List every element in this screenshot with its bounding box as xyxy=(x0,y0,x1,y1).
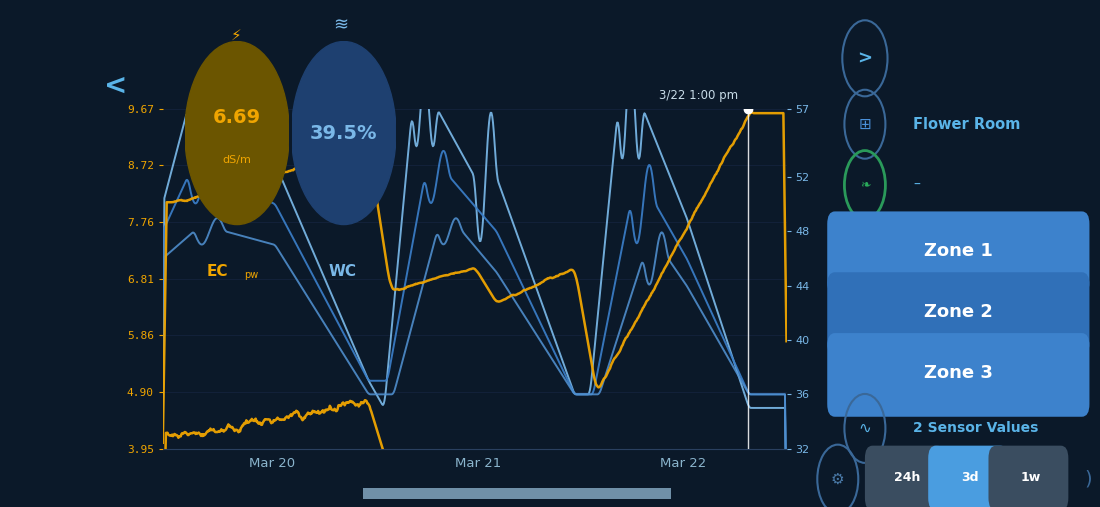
Text: ): ) xyxy=(1085,469,1092,489)
FancyBboxPatch shape xyxy=(827,272,1089,356)
Text: <: < xyxy=(103,72,128,100)
Ellipse shape xyxy=(185,42,289,225)
Text: pw: pw xyxy=(244,270,258,280)
Text: 24h: 24h xyxy=(894,471,921,484)
Text: WC: WC xyxy=(328,264,356,279)
Text: EC: EC xyxy=(207,264,229,279)
Text: dS/m: dS/m xyxy=(222,155,252,165)
Text: Zone 1: Zone 1 xyxy=(924,242,993,260)
Text: Zone 2: Zone 2 xyxy=(924,303,993,321)
Text: >: > xyxy=(857,49,872,67)
FancyBboxPatch shape xyxy=(332,487,702,500)
FancyBboxPatch shape xyxy=(827,333,1089,417)
Text: –: – xyxy=(913,178,920,192)
Text: 2 Sensor Values: 2 Sensor Values xyxy=(913,421,1038,436)
Text: 1w: 1w xyxy=(1021,471,1041,484)
Text: Zone 3: Zone 3 xyxy=(924,364,993,382)
Text: ≋: ≋ xyxy=(333,16,349,34)
Text: ⊞: ⊞ xyxy=(858,117,871,132)
Text: 39.5%: 39.5% xyxy=(310,124,377,142)
FancyBboxPatch shape xyxy=(827,211,1089,295)
Text: ❧: ❧ xyxy=(860,178,870,192)
Text: ⚙: ⚙ xyxy=(830,472,845,487)
Text: ⚡: ⚡ xyxy=(231,28,242,43)
Text: 3d: 3d xyxy=(961,471,979,484)
Text: Flower Room: Flower Room xyxy=(913,117,1021,132)
FancyBboxPatch shape xyxy=(865,446,945,507)
Text: ∿: ∿ xyxy=(858,421,871,436)
Text: 3/22 1:00 pm: 3/22 1:00 pm xyxy=(659,89,738,102)
Ellipse shape xyxy=(292,42,396,225)
FancyBboxPatch shape xyxy=(989,446,1068,507)
Text: 6.69: 6.69 xyxy=(213,108,261,127)
FancyBboxPatch shape xyxy=(928,446,1008,507)
